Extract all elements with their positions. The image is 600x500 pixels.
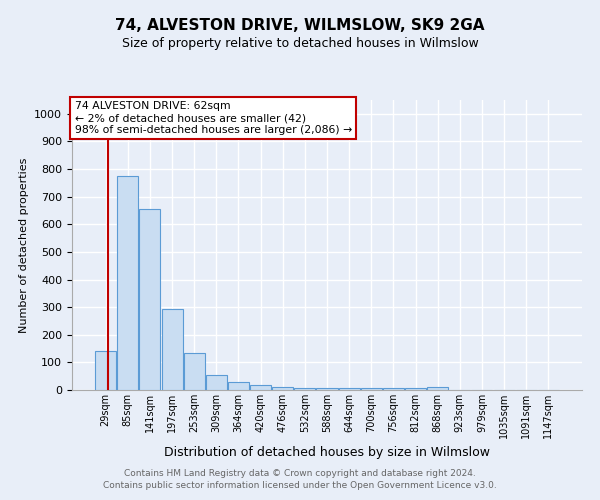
X-axis label: Distribution of detached houses by size in Wilmslow: Distribution of detached houses by size …	[164, 446, 490, 460]
Bar	[228, 382, 249, 390]
Text: 74 ALVESTON DRIVE: 62sqm
← 2% of detached houses are smaller (42)
98% of semi-de: 74 ALVESTON DRIVE: 62sqm ← 2% of detache…	[74, 102, 352, 134]
Bar	[161, 309, 182, 390]
Bar	[338, 388, 359, 390]
Text: Contains HM Land Registry data © Crown copyright and database right 2024.: Contains HM Land Registry data © Crown c…	[124, 468, 476, 477]
Bar	[95, 352, 116, 390]
Y-axis label: Number of detached properties: Number of detached properties	[19, 158, 29, 332]
Bar	[272, 386, 293, 390]
Bar	[361, 388, 382, 390]
Text: Size of property relative to detached houses in Wilmslow: Size of property relative to detached ho…	[122, 38, 478, 51]
Text: Contains public sector information licensed under the Open Government Licence v3: Contains public sector information licen…	[103, 481, 497, 490]
Bar	[250, 385, 271, 390]
Bar	[206, 375, 227, 390]
Text: 74, ALVESTON DRIVE, WILMSLOW, SK9 2GA: 74, ALVESTON DRIVE, WILMSLOW, SK9 2GA	[115, 18, 485, 32]
Bar	[383, 388, 404, 390]
Bar	[405, 388, 426, 390]
Bar	[139, 209, 160, 390]
Bar	[316, 388, 338, 390]
Bar	[118, 176, 139, 390]
Bar	[295, 388, 316, 390]
Bar	[427, 386, 448, 390]
Bar	[184, 352, 205, 390]
